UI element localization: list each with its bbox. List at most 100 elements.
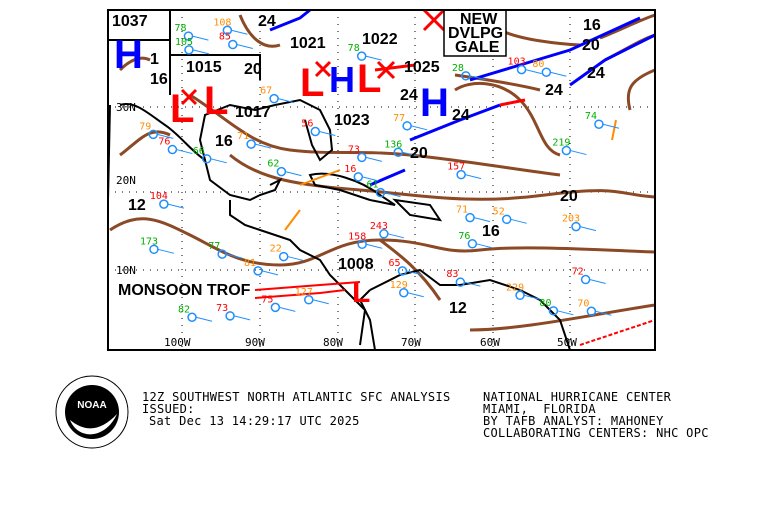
- isobar-label: 16: [215, 133, 233, 150]
- wind-barb: [557, 310, 574, 316]
- fronts: [254, 8, 656, 346]
- station-marker: [269, 93, 279, 104]
- wind-barb: [406, 270, 423, 276]
- station-marker: [246, 139, 256, 149]
- isobar-label: 24: [587, 65, 605, 82]
- coastlines: [107, 10, 571, 351]
- station-value: 75: [261, 294, 273, 305]
- isobar-label: 24: [258, 13, 276, 30]
- wind-barb: [595, 310, 612, 316]
- isobar-label: 12: [128, 197, 146, 214]
- isobar-label: 20: [410, 145, 428, 162]
- station-marker: [402, 121, 412, 131]
- station-value: 136: [384, 139, 402, 150]
- isobar-label: 20: [582, 37, 600, 54]
- wind-barb: [233, 315, 251, 321]
- station-value: 219: [552, 138, 570, 149]
- lon-tick: 90W: [245, 336, 265, 349]
- isobar-label: 16: [482, 223, 500, 240]
- wind-barb: [192, 35, 209, 41]
- station-marker: [278, 251, 289, 262]
- wind-barb: [366, 243, 383, 249]
- wind-barb: [473, 217, 491, 223]
- wind-barb: [210, 158, 227, 164]
- gale-label: GALE: [455, 39, 500, 56]
- monsoon-trough-label: MONSOON TROF: [118, 282, 251, 299]
- station-value: 229: [506, 282, 524, 293]
- isobar-label: 24: [545, 82, 563, 99]
- station-marker: [167, 144, 178, 155]
- station-value: 78: [348, 43, 360, 54]
- pressure-value-label: 1021: [290, 35, 326, 52]
- station-value: 76: [158, 137, 170, 148]
- station-value: 173: [140, 236, 158, 247]
- station-marker: [541, 67, 552, 77]
- wind-barb: [255, 143, 272, 149]
- station-value: 104: [150, 191, 168, 202]
- station-value: 74: [585, 111, 597, 122]
- wind-barb: [579, 226, 597, 232]
- isobar-label: 24: [452, 107, 470, 124]
- caption-center: NATIONAL HURRICANE CENTER: [483, 390, 672, 404]
- station-value: 203: [562, 214, 580, 225]
- low-symbol: L: [352, 276, 370, 309]
- wind-barb: [362, 176, 379, 182]
- station-value: 243: [370, 221, 388, 232]
- station-value: 61: [366, 180, 378, 191]
- lon-tick: 80W: [323, 336, 343, 349]
- wind-barb: [157, 133, 174, 139]
- wind-barb: [525, 69, 542, 75]
- station-marker: [467, 239, 478, 249]
- station-value: 70: [577, 298, 589, 309]
- station-marker: [580, 274, 591, 285]
- lat-tick: 30N: [116, 101, 136, 114]
- station-value: 85: [219, 32, 231, 43]
- caption-issued-time: Sat Dec 13 14:29:17 UTC 2025: [149, 414, 360, 428]
- low-symbol: L: [204, 79, 228, 123]
- caption-analyst: BY TAFB ANALYST: MAHONEY: [483, 414, 664, 428]
- wind-barb: [523, 294, 541, 300]
- wind-barb: [236, 44, 253, 50]
- lon-tick: 50W: [557, 336, 577, 349]
- lat-tick: 20N: [116, 174, 136, 187]
- pressure-value-label: 1023: [334, 112, 370, 129]
- wind-barb: [167, 203, 184, 209]
- wind-barb: [510, 218, 527, 224]
- pressure-value-label: 1025: [404, 59, 440, 76]
- high-symbol: H: [114, 33, 143, 77]
- station-marker: [187, 312, 197, 323]
- wind-barb: [402, 151, 419, 157]
- caption-location: MIAMI, FLORIDA: [483, 402, 596, 416]
- station-marker: [276, 166, 287, 177]
- station-value: 71: [456, 205, 468, 216]
- gale-label: NEW: [460, 11, 498, 28]
- lon-tick: 100W: [164, 336, 191, 349]
- station-marker: [357, 152, 367, 163]
- station-marker: [270, 302, 281, 313]
- high-symbol: H: [329, 59, 355, 100]
- station-plots: 61 16 22 28 85 70 66 73 77 77 56 52 78 76 71 74 73 67 80 72…: [139, 17, 620, 323]
- wind-barb: [277, 98, 295, 104]
- isobar-label: 1: [150, 51, 159, 68]
- station-value: 78: [174, 23, 186, 34]
- station-marker: [465, 212, 475, 223]
- lat-tick: 10N: [116, 264, 136, 277]
- lon-tick: 60W: [480, 336, 500, 349]
- station-marker: [353, 172, 364, 182]
- wind-barb: [365, 156, 382, 162]
- wind-barb: [285, 171, 302, 177]
- isobar-labels: 24 16 20 24 24 24 24 16 20 1 16 20 20 12…: [128, 13, 605, 317]
- caption-issued-label: ISSUED:: [142, 402, 195, 416]
- lon-tick: 70W: [401, 336, 421, 349]
- station-marker: [253, 266, 263, 276]
- wind-barb: [365, 55, 382, 61]
- wind-barb: [231, 29, 248, 35]
- station-value: 127: [295, 287, 313, 298]
- pressure-value-label: 1008: [338, 256, 374, 273]
- wind-barb: [550, 71, 567, 77]
- station-value: 83: [446, 269, 458, 280]
- wind-barb: [176, 149, 193, 155]
- station-value: 157: [447, 162, 465, 173]
- low-symbol: L: [170, 87, 194, 131]
- wind-barb: [602, 123, 620, 129]
